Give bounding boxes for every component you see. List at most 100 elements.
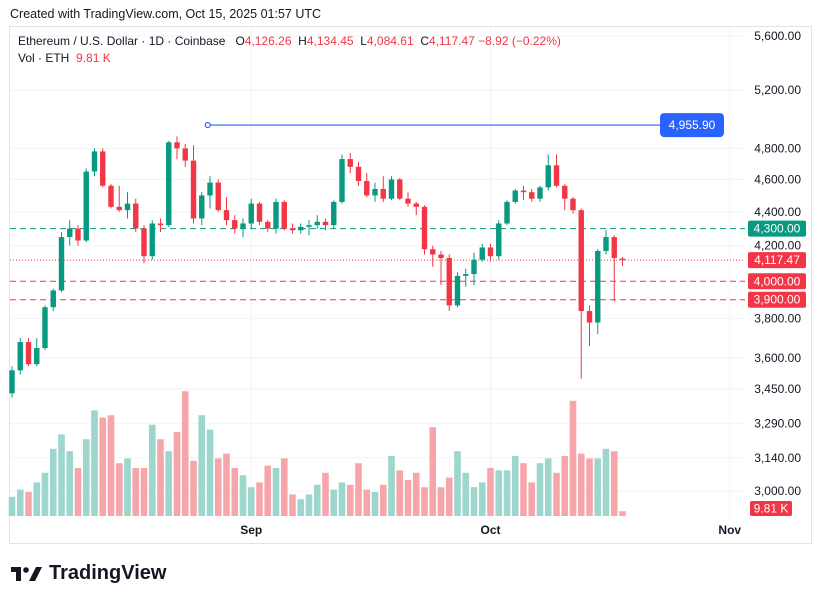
volume-bar bbox=[58, 434, 65, 516]
volume-bar bbox=[470, 487, 478, 516]
volume-bar bbox=[247, 487, 255, 516]
price-tick-label: 4,200.00 bbox=[754, 239, 801, 253]
volume-bar bbox=[157, 439, 164, 516]
time-tick-label: Nov bbox=[718, 523, 741, 537]
price-tick-label: 4,800.00 bbox=[754, 141, 801, 155]
candle-body bbox=[256, 203, 263, 222]
volume-bar bbox=[124, 458, 131, 516]
candle-body bbox=[603, 237, 609, 251]
volume-bar bbox=[429, 427, 437, 516]
time-tick-label: Oct bbox=[480, 523, 500, 537]
volume-bar bbox=[330, 489, 338, 516]
candle-body bbox=[479, 247, 485, 260]
candle-body bbox=[355, 166, 362, 181]
volume-bar bbox=[388, 456, 395, 516]
candle-body bbox=[562, 185, 568, 199]
volume-bar bbox=[66, 451, 74, 516]
grid-lines bbox=[10, 27, 745, 516]
candle-body bbox=[529, 192, 535, 199]
candle-body bbox=[463, 274, 469, 276]
candle-body bbox=[595, 250, 601, 323]
candle-body bbox=[182, 148, 188, 161]
candle-body bbox=[545, 165, 551, 188]
volume-tag bbox=[750, 501, 792, 516]
volume-bar bbox=[363, 489, 371, 516]
legend-ohlc-row: Ethereum / U.S. Dollar · 1D · Coinbase O… bbox=[18, 34, 561, 48]
candle-body bbox=[116, 206, 122, 211]
volume-bar bbox=[305, 494, 313, 516]
volume-bar bbox=[264, 465, 272, 516]
volume-bar bbox=[503, 470, 511, 516]
candle-body bbox=[446, 257, 452, 306]
volume-bar bbox=[553, 472, 560, 516]
candle-body bbox=[512, 190, 518, 202]
volume-bar bbox=[313, 484, 321, 516]
candle-body bbox=[347, 159, 353, 167]
volume-bar bbox=[462, 472, 470, 516]
price-tick-label: 5,600.00 bbox=[754, 29, 801, 43]
candle-body bbox=[520, 190, 527, 193]
close-value: 4,117.47 bbox=[428, 34, 475, 48]
candle-body bbox=[306, 225, 312, 227]
candle-body bbox=[380, 188, 386, 199]
tradingview-logo-icon bbox=[11, 566, 42, 581]
candle-body bbox=[322, 221, 329, 226]
volume-bar bbox=[412, 472, 420, 516]
volume-bar bbox=[49, 448, 57, 516]
candle-body bbox=[248, 203, 254, 224]
volume-bar bbox=[181, 391, 189, 516]
volume-bar bbox=[74, 468, 82, 516]
candle-body bbox=[50, 290, 56, 308]
candle-body bbox=[339, 159, 345, 202]
candle-body bbox=[298, 226, 304, 231]
price-level-tag-label: 4,300.00 bbox=[754, 222, 801, 236]
volume-bar bbox=[256, 482, 263, 516]
volume-bar bbox=[454, 451, 461, 516]
candle-body bbox=[413, 203, 419, 207]
legend-volume-row: Vol · ETH 9.81 K bbox=[18, 51, 561, 65]
price-level-tag bbox=[748, 273, 806, 290]
symbol-label[interactable]: Ethereum / U.S. Dollar · 1D · Coinbase bbox=[18, 34, 226, 48]
candle-body bbox=[215, 182, 221, 211]
candle-body bbox=[331, 201, 337, 226]
price-levels bbox=[10, 121, 745, 301]
price-tick-label: 3,800.00 bbox=[754, 312, 801, 326]
close-label: C bbox=[420, 34, 429, 48]
change-value: −8.92 (−0.22%) bbox=[478, 34, 561, 48]
candle-body bbox=[190, 160, 197, 219]
candle-body bbox=[438, 254, 444, 258]
chart-caption: Created with TradingView.com, Oct 15, 20… bbox=[10, 7, 322, 21]
volume-bar bbox=[16, 489, 24, 516]
volume-bar bbox=[132, 468, 140, 516]
candle-body bbox=[504, 201, 510, 224]
volume-tag-label: 9.81 K bbox=[754, 502, 789, 516]
candle-body bbox=[421, 206, 428, 250]
volume-bar bbox=[495, 470, 503, 516]
candle-body bbox=[619, 258, 626, 261]
volume-label[interactable]: Vol · ETH bbox=[18, 51, 70, 65]
candle-body bbox=[388, 179, 395, 199]
tradingview-brand[interactable]: TradingView bbox=[11, 562, 166, 585]
candle-body bbox=[240, 223, 246, 229]
candle-body bbox=[570, 198, 576, 211]
candle-body bbox=[91, 151, 98, 172]
low-label: L bbox=[360, 34, 367, 48]
price-axis: 5,600.00 5,200.00 4,800.00 4,600.00 4,400.00… bbox=[754, 29, 801, 498]
volume-bar bbox=[528, 482, 536, 516]
candle-body bbox=[289, 228, 296, 231]
ray-price-tag bbox=[660, 113, 724, 138]
volume-bar bbox=[404, 480, 412, 516]
volume-bar bbox=[338, 482, 346, 516]
open-value: 4,126.26 bbox=[244, 34, 292, 48]
candle-body bbox=[273, 201, 279, 229]
volume-bar bbox=[99, 417, 107, 516]
volume-bar bbox=[520, 463, 527, 516]
volume-bar bbox=[379, 484, 387, 516]
price-tick-label: 3,600.00 bbox=[754, 351, 801, 365]
volume-bar bbox=[610, 451, 618, 516]
candle-body bbox=[17, 342, 23, 371]
ray-price-label: 4,955.90 bbox=[669, 118, 716, 132]
volume-bar bbox=[239, 475, 247, 516]
price-tick-label: 4,600.00 bbox=[754, 172, 801, 186]
